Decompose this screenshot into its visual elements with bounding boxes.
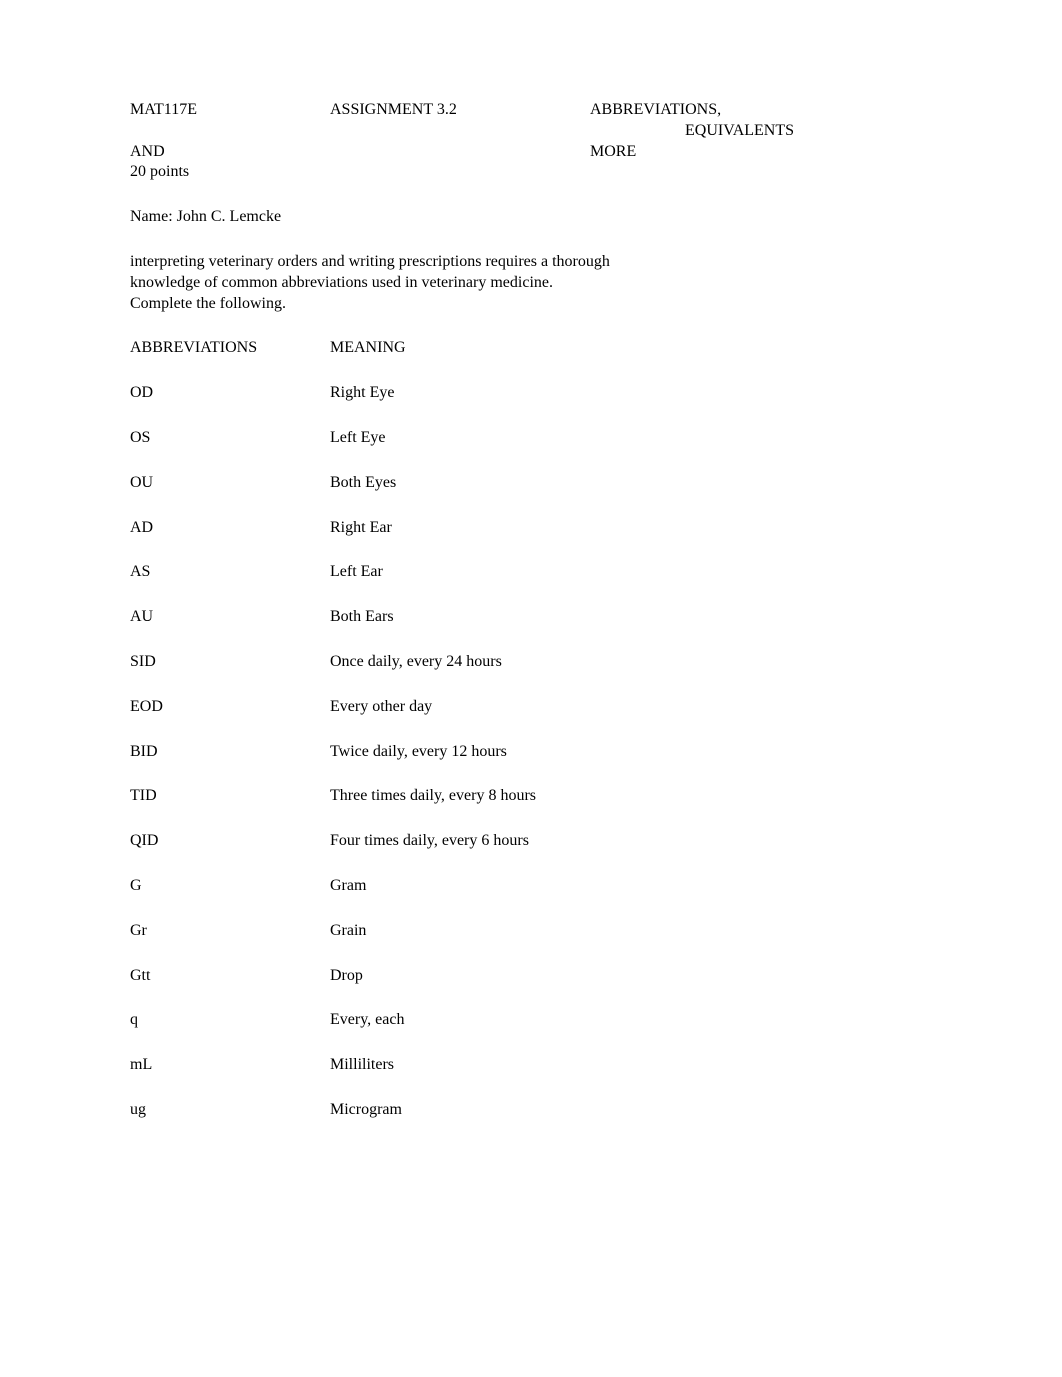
- table-row: SIDOnce daily, every 24 hours: [130, 652, 932, 673]
- intro-paragraph: interpreting veterinary orders and writi…: [130, 252, 770, 314]
- topic-line-3: MORE: [590, 142, 932, 163]
- intro-line-2: knowledge of common abbreviations used i…: [130, 273, 770, 294]
- header-row-1: MAT117E ASSIGNMENT 3.2 ABBREVIATIONS,: [130, 100, 932, 121]
- table-row: mLMilliliters: [130, 1055, 932, 1076]
- table-row: GttDrop: [130, 966, 932, 987]
- header-block: MAT117E ASSIGNMENT 3.2 ABBREVIATIONS, EQ…: [130, 100, 932, 183]
- meaning-cell: Right Ear: [330, 518, 932, 539]
- intro-line-3: Complete the following.: [130, 294, 770, 315]
- meaning-cell: Four times daily, every 6 hours: [330, 831, 932, 852]
- meaning-cell: Both Ears: [330, 607, 932, 628]
- abbrev-cell: ug: [130, 1100, 330, 1121]
- intro-line-1: interpreting veterinary orders and writi…: [130, 252, 770, 273]
- abbrev-cell: q: [130, 1010, 330, 1031]
- table-row: AUBoth Ears: [130, 607, 932, 628]
- meaning-cell: Twice daily, every 12 hours: [330, 742, 932, 763]
- column-header-meaning: MEANING: [330, 338, 932, 359]
- table-row: OUBoth Eyes: [130, 473, 932, 494]
- name-line: Name: John C. Lemcke: [130, 207, 932, 228]
- points-label: 20 points: [130, 162, 932, 183]
- meaning-cell: Grain: [330, 921, 932, 942]
- meaning-cell: Both Eyes: [330, 473, 932, 494]
- abbrev-cell: BID: [130, 742, 330, 763]
- column-header-abbrev: ABBREVIATIONS: [130, 338, 330, 359]
- table-row: BIDTwice daily, every 12 hours: [130, 742, 932, 763]
- meaning-cell: Drop: [330, 966, 932, 987]
- table-row: ADRight Ear: [130, 518, 932, 539]
- abbrev-cell: AU: [130, 607, 330, 628]
- abbrev-cell: OU: [130, 473, 330, 494]
- meaning-cell: Every, each: [330, 1010, 932, 1031]
- table-row: OSLeft Eye: [130, 428, 932, 449]
- header-row-3: AND MORE: [130, 142, 932, 163]
- abbrev-table-body: ODRight EyeOSLeft EyeOUBoth EyesADRight …: [130, 383, 932, 1121]
- meaning-cell: Left Eye: [330, 428, 932, 449]
- abbrev-cell: AS: [130, 562, 330, 583]
- table-row: TIDThree times daily, every 8 hours: [130, 786, 932, 807]
- abbrev-cell: QID: [130, 831, 330, 852]
- course-code: MAT117E: [130, 100, 330, 121]
- meaning-cell: Once daily, every 24 hours: [330, 652, 932, 673]
- table-row: GGram: [130, 876, 932, 897]
- meaning-cell: Right Eye: [330, 383, 932, 404]
- abbrev-cell: Gr: [130, 921, 330, 942]
- meaning-cell: Three times daily, every 8 hours: [330, 786, 932, 807]
- topic-line-2: EQUIVALENTS: [590, 121, 932, 142]
- abbrev-cell: G: [130, 876, 330, 897]
- and-label: AND: [130, 142, 590, 163]
- header-row-2: EQUIVALENTS: [130, 121, 932, 142]
- assignment-number: ASSIGNMENT 3.2: [330, 100, 590, 121]
- meaning-cell: Microgram: [330, 1100, 932, 1121]
- abbrev-cell: TID: [130, 786, 330, 807]
- table-row: GrGrain: [130, 921, 932, 942]
- table-row: QIDFour times daily, every 6 hours: [130, 831, 932, 852]
- meaning-cell: Milliliters: [330, 1055, 932, 1076]
- topic-line-1: ABBREVIATIONS,: [590, 100, 932, 121]
- table-row: ASLeft Ear: [130, 562, 932, 583]
- abbrev-cell: AD: [130, 518, 330, 539]
- name-value: John C. Lemcke: [177, 208, 281, 225]
- name-label: Name:: [130, 208, 177, 225]
- table-row: ugMicrogram: [130, 1100, 932, 1121]
- abbrev-cell: mL: [130, 1055, 330, 1076]
- abbrev-cell: SID: [130, 652, 330, 673]
- table-row: ODRight Eye: [130, 383, 932, 404]
- abbrev-cell: EOD: [130, 697, 330, 718]
- meaning-cell: Left Ear: [330, 562, 932, 583]
- table-header: ABBREVIATIONS MEANING: [130, 338, 932, 359]
- abbrev-cell: Gtt: [130, 966, 330, 987]
- table-row: qEvery, each: [130, 1010, 932, 1031]
- table-row: EODEvery other day: [130, 697, 932, 718]
- meaning-cell: Gram: [330, 876, 932, 897]
- meaning-cell: Every other day: [330, 697, 932, 718]
- abbrev-cell: OD: [130, 383, 330, 404]
- abbrev-cell: OS: [130, 428, 330, 449]
